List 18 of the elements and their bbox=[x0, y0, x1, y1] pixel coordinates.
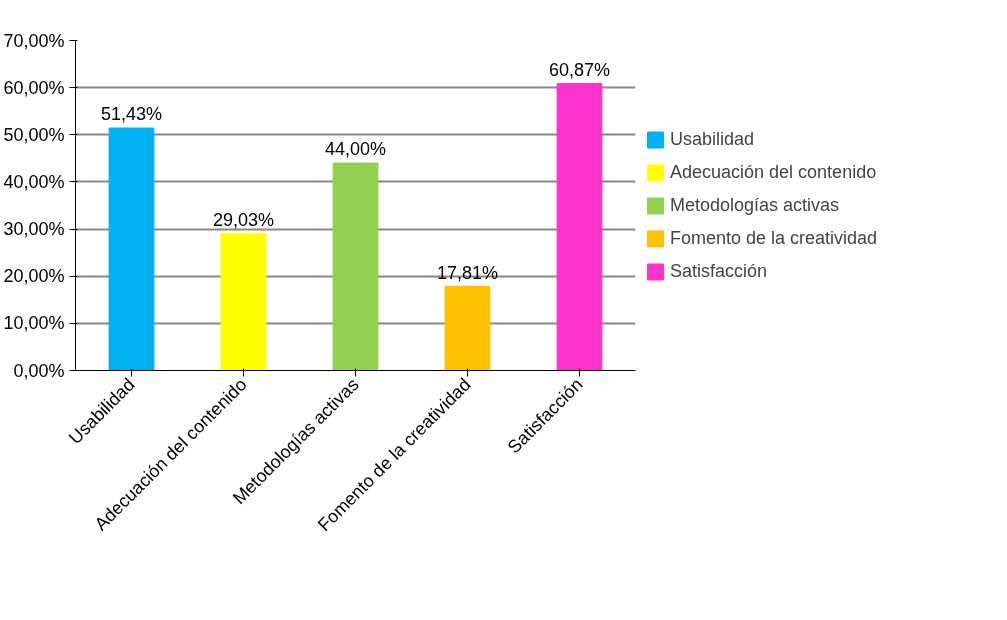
y-tick-label: 30,00% bbox=[3, 219, 65, 240]
legend-label: Satisfacción bbox=[670, 260, 768, 282]
legend-label: Adecuación del contenido bbox=[670, 161, 877, 183]
legend-label: Fomento de la creatividad bbox=[670, 227, 878, 249]
legend-label: Metodologías activas bbox=[670, 194, 840, 216]
text: 60,87% bbox=[548, 59, 611, 80]
y-tick-label: 50,00% bbox=[3, 124, 65, 145]
y-tick-label: 70,00% bbox=[3, 30, 65, 51]
text: 51,43% bbox=[100, 104, 163, 125]
text: 44,00% bbox=[324, 139, 387, 160]
legend-label: Usabilidad bbox=[670, 128, 755, 150]
y-tick-label: 40,00% bbox=[3, 171, 65, 192]
text: 17,81% bbox=[436, 262, 499, 283]
y-tick-label: 10,00% bbox=[3, 313, 65, 334]
y-tick-label: 0,00% bbox=[13, 360, 65, 381]
y-tick-label: 60,00% bbox=[3, 77, 65, 98]
text: 29,03% bbox=[212, 209, 275, 230]
y-tick-label: 20,00% bbox=[3, 266, 65, 287]
